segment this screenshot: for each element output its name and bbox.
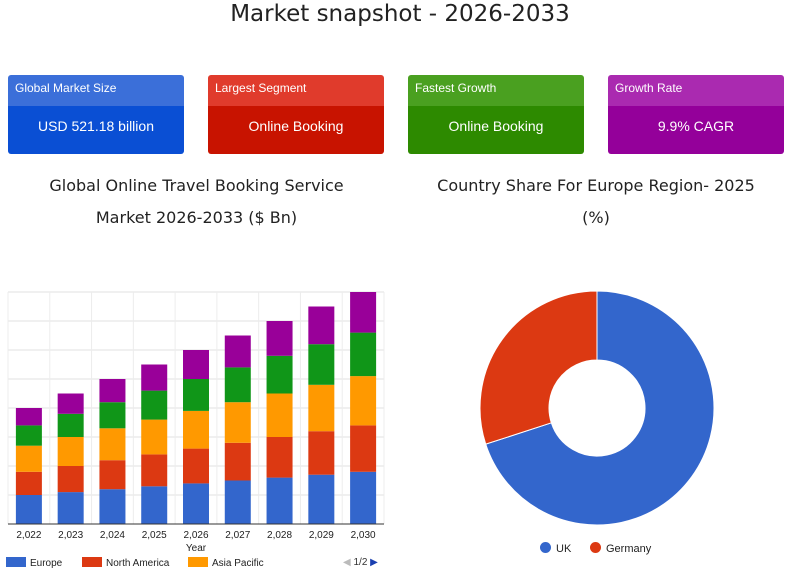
bar-segment (224, 480, 251, 524)
legend-dot (590, 542, 601, 553)
pager-page-label: 1/2 (353, 557, 368, 568)
x-tick-label: 2,027 (225, 530, 250, 541)
pager-next-icon[interactable]: ▶ (370, 557, 378, 568)
x-tick-label: 2,028 (267, 530, 292, 541)
donut-slice (485, 290, 715, 526)
card-value: 9.9% CAGR (608, 106, 784, 154)
page-title: Market snapshot - 2026-2033 (230, 1, 570, 27)
bar-chart-title-line1: Global Online Travel Booking Service (49, 176, 344, 195)
bar-segment (183, 483, 209, 524)
bar-segment (99, 460, 126, 490)
bar-segment (350, 376, 377, 426)
legend-label: Asia Pacific (212, 558, 264, 569)
bar-segment (308, 431, 335, 475)
stacked-bar-chart: 2,022 2,023 2,024 2,025 2,026 2,027 2,028 2,029… (7, 291, 385, 554)
legend-swatch (188, 557, 208, 567)
bar-segment (183, 379, 209, 411)
bar-segment (183, 350, 209, 379)
bar-segment (266, 437, 293, 478)
bar-segment (224, 442, 251, 481)
pie-chart-title-line2: (%) (582, 208, 610, 227)
bar-segment (141, 364, 168, 391)
card-value: Online Booking (408, 106, 584, 154)
bar-segment (350, 332, 377, 377)
bar-segment (141, 454, 168, 487)
bar-segment (350, 471, 377, 524)
bar-segment (57, 437, 84, 466)
bar-segment (266, 393, 293, 437)
legend-item[interactable]: Asia Pacific (188, 557, 264, 569)
metric-card-fastest-growth: Fastest Growth Online Booking (408, 75, 584, 154)
bar-segment (141, 419, 168, 455)
bar-segment (15, 445, 42, 472)
card-value: Online Booking (208, 106, 384, 154)
donut-slice (479, 290, 598, 445)
bar-segment (224, 367, 251, 403)
bar-segment (266, 321, 293, 356)
bar-segment (15, 495, 42, 524)
card-label: Largest Segment (208, 75, 384, 106)
x-tick-label: 2,029 (309, 530, 334, 541)
x-tick-label: 2,030 (351, 530, 376, 541)
pie-chart-title-line1: Country Share For Europe Region- 2025 (437, 176, 755, 195)
legend-label: UK (556, 543, 572, 555)
legend-item[interactable]: Europe (6, 557, 62, 569)
legend-label: Europe (30, 558, 63, 569)
x-tick-label: 2,023 (58, 530, 83, 541)
bar-segment (99, 489, 126, 524)
bar-segment (141, 390, 168, 420)
bar-segment (308, 474, 335, 524)
metric-card-market-size: Global Market Size USD 521.18 billion (8, 75, 184, 154)
legend-pager[interactable]: ◀ 1/2 ▶ (343, 557, 378, 568)
pie-chart-title: Country Share For Europe Region- 2025 (%… (400, 170, 792, 234)
bar-segment (350, 425, 377, 472)
bar-segment (99, 379, 126, 403)
bar-segment (141, 486, 168, 524)
bar-segment (57, 466, 84, 493)
bar-segment (308, 384, 335, 432)
bar-segment (308, 306, 335, 345)
donut-chart (479, 290, 715, 526)
bar-segment (57, 413, 84, 437)
legend-dot (540, 542, 551, 553)
bar-segment (99, 402, 126, 429)
bar-segment (99, 428, 126, 461)
bar-chart-title: Global Online Travel Booking Service Mar… (0, 170, 393, 234)
x-tick-label: 2,022 (16, 530, 41, 541)
legend-item[interactable]: North America (82, 557, 169, 569)
bar-segment (266, 355, 293, 394)
bar-chart-legend: Europe North America Asia Pacific (0, 557, 345, 571)
card-label: Growth Rate (608, 75, 784, 106)
pager-prev-icon[interactable]: ◀ (343, 557, 351, 568)
bar-chart-title-line2: Market 2026-2033 ($ Bn) (95, 208, 298, 227)
bar-segment (224, 335, 251, 368)
bar-segment (183, 448, 209, 484)
donut-chart-legend: UK Germany (540, 542, 700, 558)
bar-segment (57, 492, 84, 524)
card-label: Fastest Growth (408, 75, 584, 106)
legend-swatch (82, 557, 102, 567)
bar-segment (308, 344, 335, 385)
x-axis-title: Year (186, 543, 207, 554)
bar-segment (15, 425, 42, 446)
bar-segment (350, 292, 377, 333)
metric-card-largest-segment: Largest Segment Online Booking (208, 75, 384, 154)
bar-segment (15, 408, 42, 426)
x-tick-label: 2,026 (183, 530, 208, 541)
legend-label: North America (106, 558, 170, 569)
card-label: Global Market Size (8, 75, 184, 106)
bar-segment (57, 393, 84, 414)
legend-item[interactable]: Germany (590, 542, 651, 555)
card-value: USD 521.18 billion (8, 106, 184, 154)
bar-segment (266, 477, 293, 524)
bar-segment (15, 471, 42, 495)
legend-label: Germany (606, 543, 652, 555)
legend-swatch (6, 557, 26, 567)
metric-card-growth-rate: Growth Rate 9.9% CAGR (608, 75, 784, 154)
bar-segment (183, 410, 209, 449)
legend-item[interactable]: UK (540, 542, 571, 555)
x-tick-label: 2,025 (142, 530, 167, 541)
x-tick-label: 2,024 (100, 530, 125, 541)
bar-segment (224, 402, 251, 443)
